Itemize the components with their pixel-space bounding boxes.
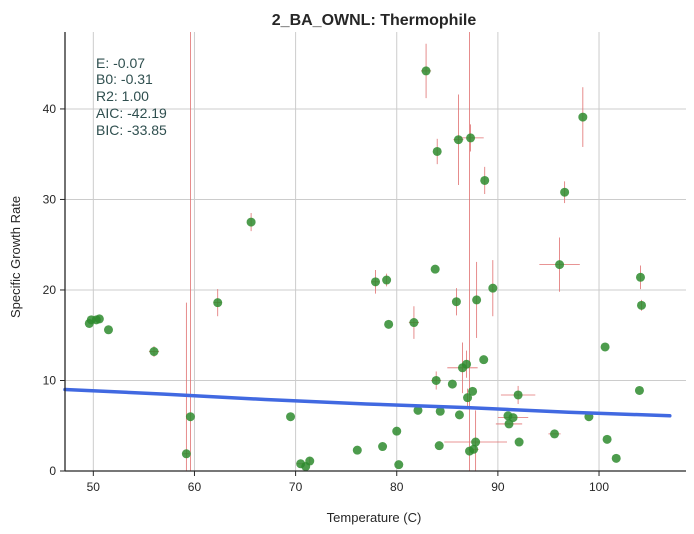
axes xyxy=(64,32,686,472)
data-point xyxy=(635,272,645,282)
data-point xyxy=(634,385,644,395)
x-tick-label: 80 xyxy=(390,480,404,494)
data-point xyxy=(435,406,445,416)
y-tick-label: 30 xyxy=(43,192,57,206)
chart-title: 2_BA_OWNL: Thermophile xyxy=(272,12,477,29)
data-point xyxy=(462,359,472,369)
data-point xyxy=(611,453,621,463)
data-point xyxy=(413,405,423,415)
data-point xyxy=(480,175,490,185)
data-point xyxy=(432,146,442,156)
x-tick-label: 70 xyxy=(289,480,303,494)
data-point xyxy=(286,412,296,422)
stat-b0: B0: -0.31 xyxy=(96,71,153,87)
data-point xyxy=(185,412,195,422)
x-tick-label: 100 xyxy=(589,480,609,494)
data-point xyxy=(471,437,481,447)
data-points xyxy=(84,66,646,471)
x-tick-label: 90 xyxy=(491,480,505,494)
y-axis-label: Specific Growth Rate xyxy=(8,196,23,318)
data-point xyxy=(409,318,419,328)
data-point xyxy=(555,260,565,270)
fit-line-group xyxy=(63,387,672,418)
data-point xyxy=(213,298,223,308)
stat-e: E: -0.07 xyxy=(96,55,145,71)
data-point xyxy=(352,445,362,455)
data-point xyxy=(434,441,444,451)
data-point xyxy=(578,112,588,122)
data-point xyxy=(469,444,479,454)
data-point xyxy=(453,135,463,145)
data-point xyxy=(378,442,388,452)
data-point xyxy=(181,449,191,459)
data-point xyxy=(382,275,392,285)
data-point xyxy=(430,264,440,274)
data-point xyxy=(472,295,482,305)
data-point xyxy=(421,66,431,76)
data-point xyxy=(508,413,518,423)
y-tick-label: 10 xyxy=(43,373,57,387)
stat-bic: BIC: -33.85 xyxy=(96,122,167,138)
data-point xyxy=(94,314,104,324)
x-tick-label: 60 xyxy=(188,480,202,494)
stat-aic: AIC: -42.19 xyxy=(96,105,167,121)
data-point xyxy=(602,434,612,444)
data-point xyxy=(479,355,489,365)
data-point xyxy=(513,390,523,400)
data-point xyxy=(514,437,524,447)
y-tick-label: 20 xyxy=(43,283,57,297)
data-point xyxy=(447,379,457,389)
data-point xyxy=(463,393,473,403)
data-point xyxy=(560,187,570,197)
data-point xyxy=(636,300,646,310)
data-point xyxy=(451,297,461,307)
y-tick-label: 0 xyxy=(49,464,56,478)
data-point xyxy=(468,386,478,396)
data-point xyxy=(488,283,498,293)
data-point xyxy=(149,347,159,357)
data-point xyxy=(371,277,380,287)
data-point xyxy=(431,375,441,385)
data-point xyxy=(466,133,476,143)
data-point xyxy=(246,217,256,227)
data-point xyxy=(550,429,560,439)
tick-labels: 50 60 70 80 90 100 0 10 20 30 40 xyxy=(43,102,610,494)
data-point xyxy=(384,319,394,329)
data-point xyxy=(392,426,402,436)
y-tick-label: 40 xyxy=(43,102,57,116)
stat-r2: R2: 1.00 xyxy=(96,88,149,104)
fit-line xyxy=(63,387,672,418)
x-axis-label: Temperature (C) xyxy=(327,510,422,525)
x-tick-label: 50 xyxy=(87,480,101,494)
data-point xyxy=(454,410,464,420)
data-point xyxy=(394,460,404,470)
data-point xyxy=(305,456,315,466)
data-point xyxy=(600,342,610,352)
data-point xyxy=(103,325,113,335)
stats-annotation: E: -0.07 B0: -0.31 R2: 1.00 AIC: -42.19 … xyxy=(96,55,167,138)
